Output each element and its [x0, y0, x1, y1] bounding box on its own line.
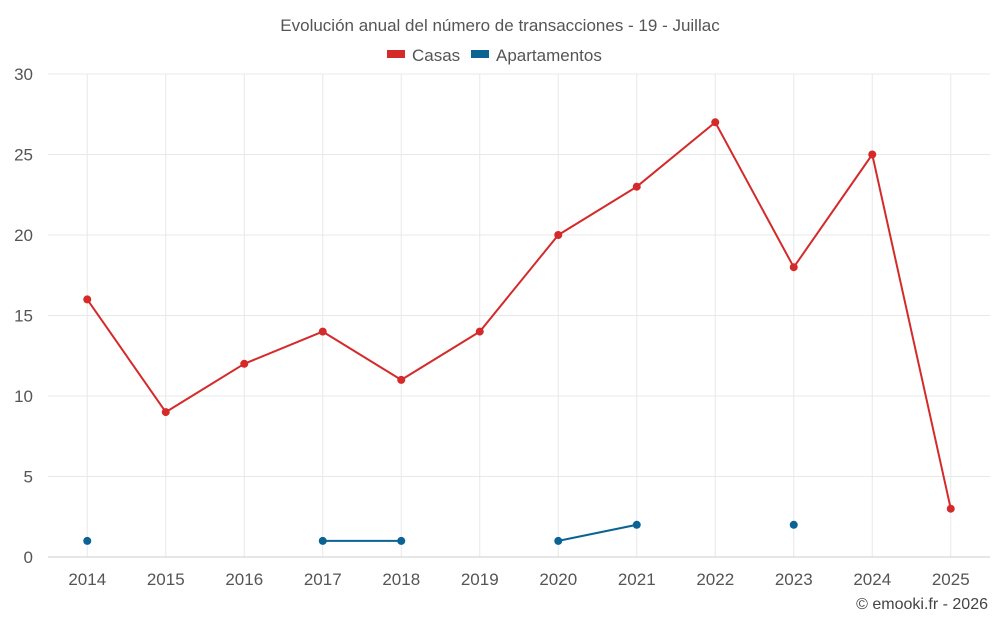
credit-text: © emooki.fr - 2026 [856, 596, 988, 613]
x-tick-label: 2014 [68, 570, 106, 589]
x-tick-label: 2016 [225, 570, 263, 589]
y-tick-label: 0 [24, 548, 33, 567]
data-point-casas-2023[interactable] [789, 263, 798, 272]
y-tick-label: 30 [14, 65, 33, 84]
chart-title: Evolución anual del número de transaccio… [280, 16, 720, 35]
x-tick-label: 2025 [932, 570, 970, 589]
data-point-casas-2024[interactable] [868, 150, 877, 159]
x-tick-label: 2021 [618, 570, 656, 589]
x-tick-label: 2024 [853, 570, 891, 589]
y-tick-label: 15 [14, 307, 33, 326]
series-line-apartamentos [558, 523, 637, 542]
x-tick-label: 2022 [696, 570, 734, 589]
y-tick-label: 5 [24, 468, 33, 487]
data-point-casas-2022[interactable] [711, 118, 720, 127]
x-tick-label: 2023 [775, 570, 813, 589]
data-point-apartamentos-2017[interactable] [318, 536, 327, 545]
legend-swatch-casas [387, 50, 405, 58]
data-point-apartamentos-2014[interactable] [83, 536, 92, 545]
x-tick-label: 2020 [539, 570, 577, 589]
data-point-casas-2015[interactable] [161, 408, 170, 417]
data-point-apartamentos-2020[interactable] [554, 536, 563, 545]
data-point-casas-2014[interactable] [83, 295, 92, 304]
y-tick-label: 20 [14, 226, 33, 245]
data-point-casas-2019[interactable] [475, 327, 484, 336]
x-tick-label: 2018 [382, 570, 420, 589]
data-point-casas-2017[interactable] [318, 327, 327, 336]
legend-label-apartamentos: Apartamentos [496, 46, 602, 65]
data-point-casas-2021[interactable] [632, 182, 641, 191]
legend-item-casas[interactable]: Casas [387, 46, 460, 65]
x-tick-label: 2019 [461, 570, 499, 589]
y-tick-label: 25 [14, 146, 33, 165]
legend-label-casas: Casas [412, 46, 460, 65]
legend-item-apartamentos[interactable]: Apartamentos [471, 46, 602, 65]
data-point-apartamentos-2018[interactable] [397, 536, 406, 545]
y-tick-label: 10 [14, 387, 33, 406]
data-point-casas-2018[interactable] [397, 375, 406, 384]
data-point-casas-2016[interactable] [240, 359, 249, 368]
x-tick-label: 2017 [304, 570, 342, 589]
data-point-apartamentos-2023[interactable] [789, 520, 798, 529]
data-point-apartamentos-2021[interactable] [632, 520, 641, 529]
series [83, 118, 955, 545]
series-line-casas [86, 121, 952, 509]
legend-swatch-apartamentos [471, 50, 489, 58]
data-point-casas-2025[interactable] [946, 504, 955, 513]
x-tick-label: 2015 [147, 570, 185, 589]
legend: Casas Apartamentos [387, 46, 602, 65]
series-casas [83, 118, 955, 513]
series-apartamentos [83, 520, 798, 545]
grid [48, 73, 990, 557]
data-point-casas-2020[interactable] [554, 231, 563, 239]
